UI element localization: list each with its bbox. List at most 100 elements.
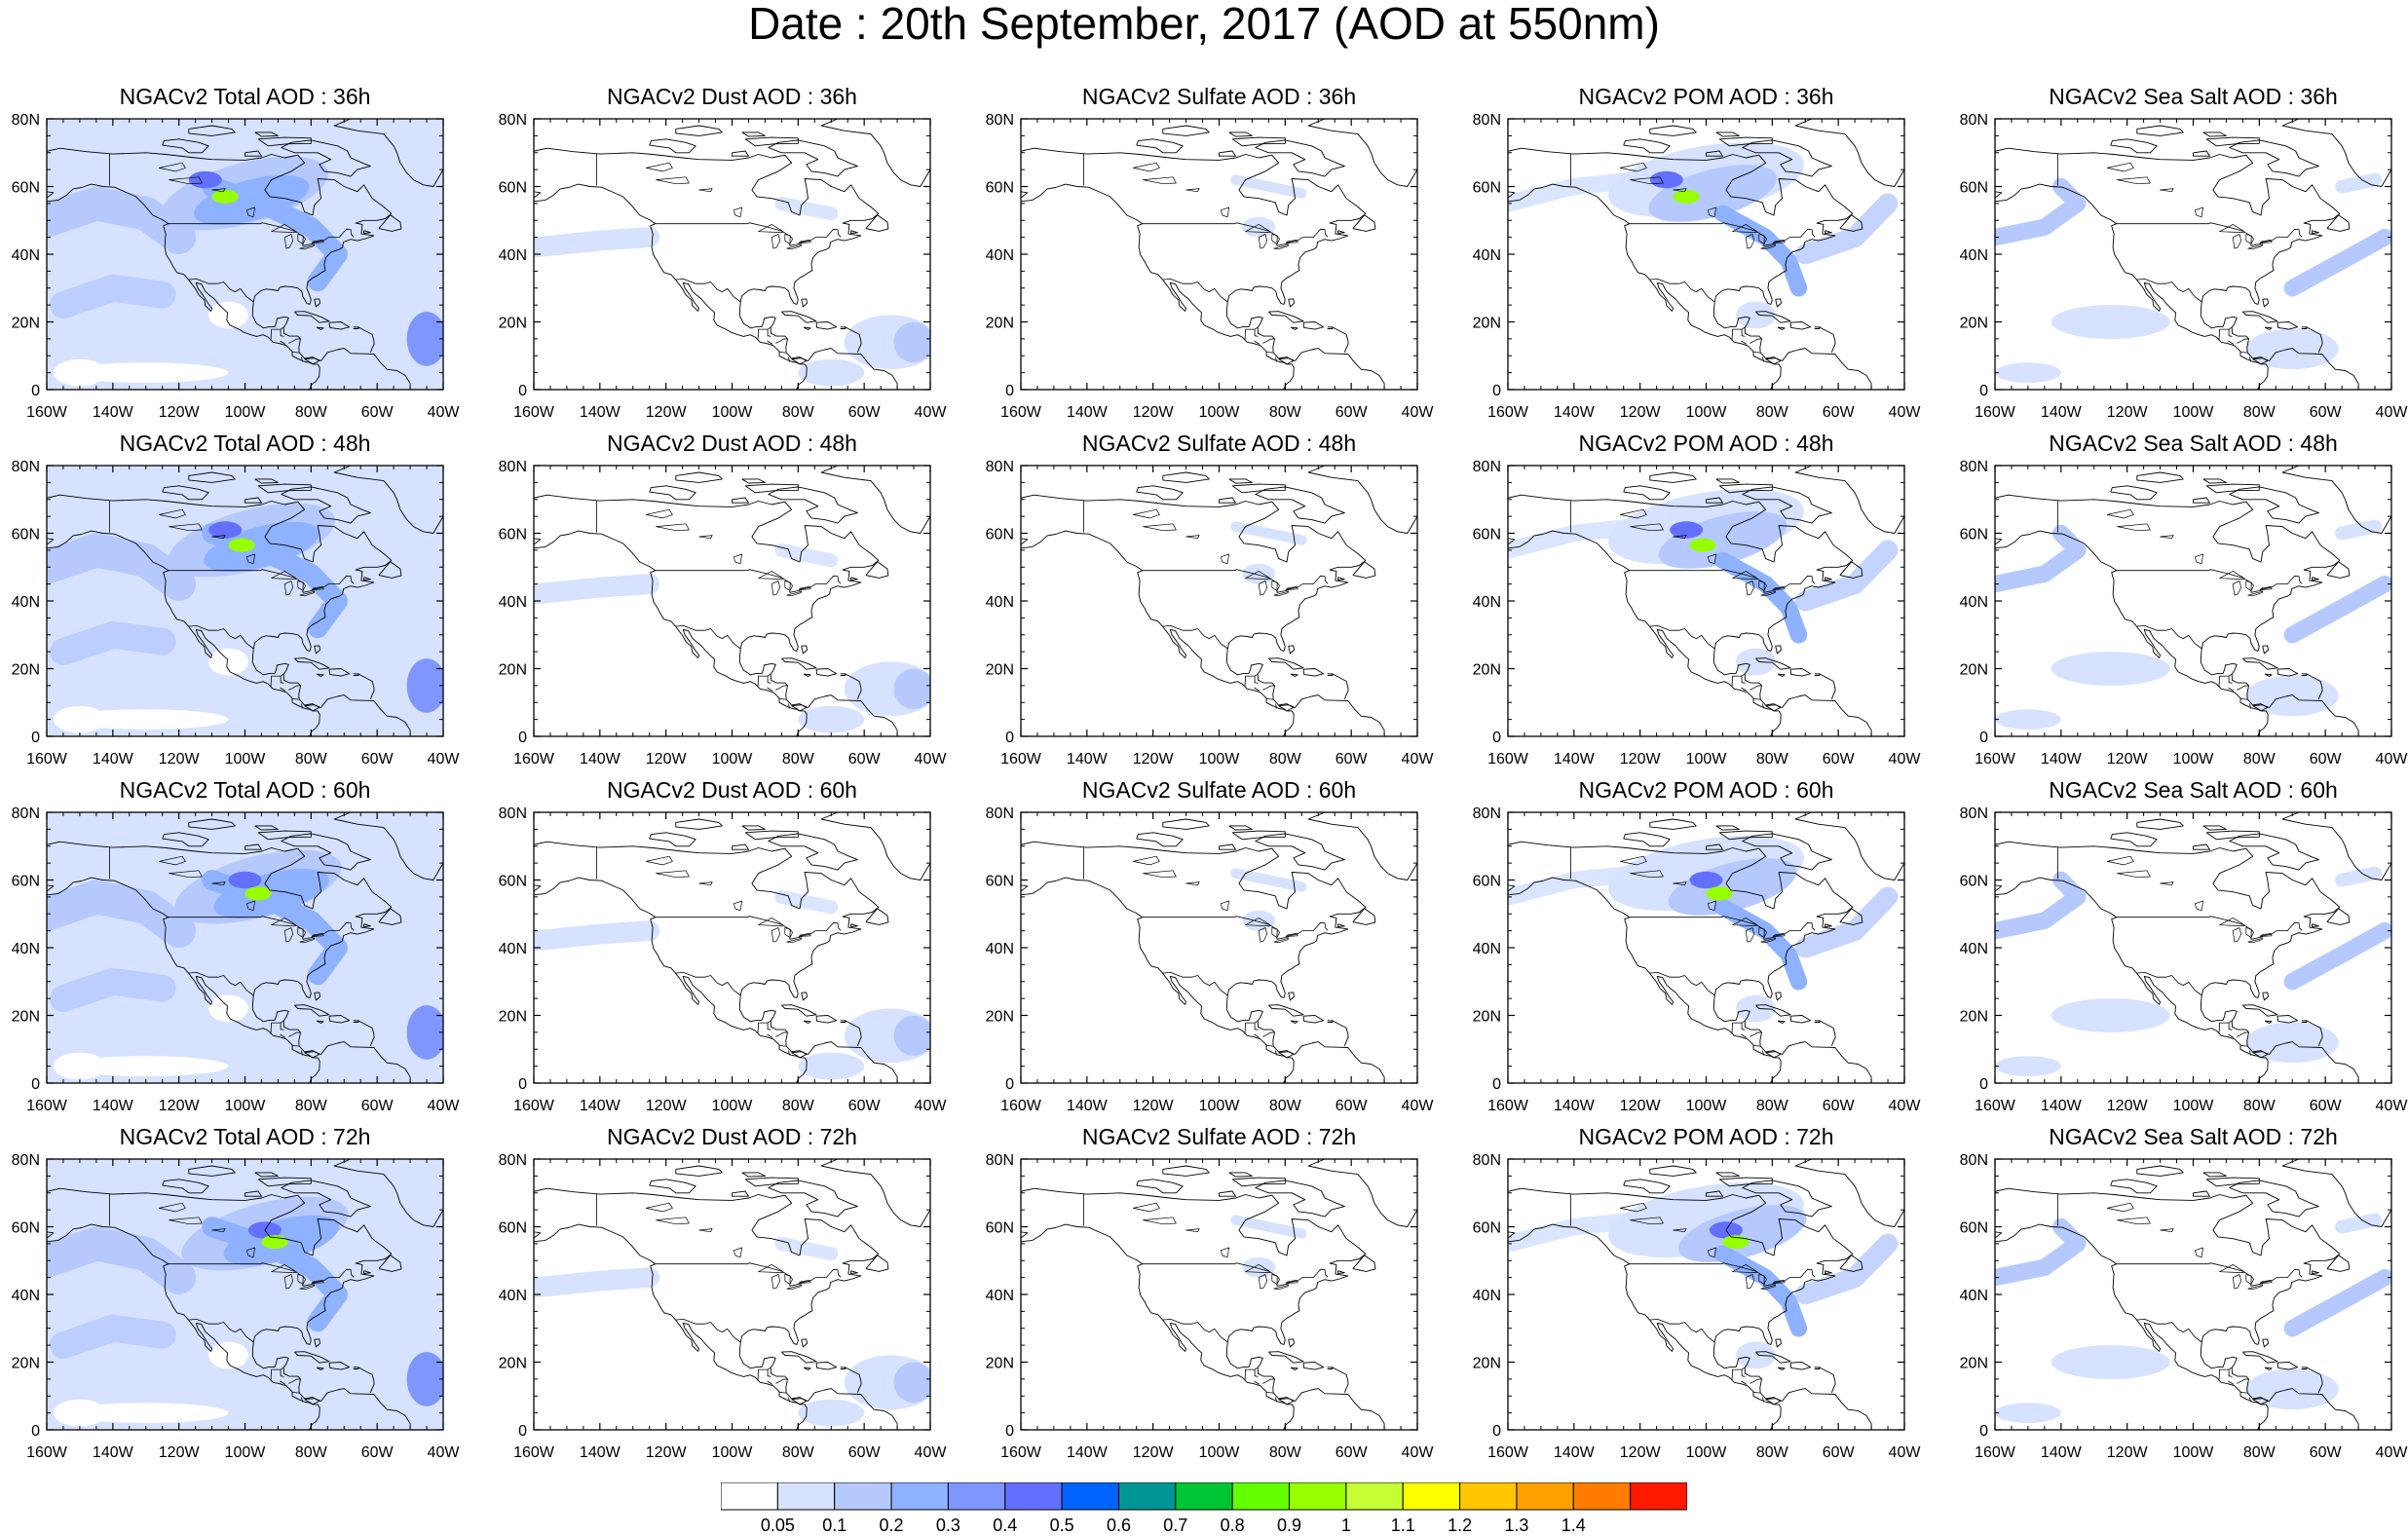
map-plot-area: [1995, 812, 2391, 1083]
national-border: [2228, 1369, 2233, 1377]
lake-outline: [786, 590, 803, 597]
national-border: [270, 1367, 284, 1381]
coastline-island: [316, 673, 324, 677]
y-tick-label: 20N: [1960, 316, 1988, 332]
coastline-island: [363, 230, 371, 234]
coastline-north-america: [47, 841, 393, 1059]
national-border: [270, 326, 284, 341]
aod-field-area: [1508, 1211, 1649, 1253]
aod-field-area: [1230, 521, 1307, 545]
national-border: [655, 916, 842, 940]
map-outlines: [534, 119, 930, 390]
coastline-island: [162, 1179, 209, 1194]
aod-field-area: [1794, 886, 1899, 958]
x-tick-label: 140W: [1554, 1098, 1596, 1114]
map-outlines: [47, 119, 443, 390]
coastline-island: [2262, 645, 2269, 655]
x-tick-label: 120W: [646, 1098, 688, 1114]
x-tick-label: 60W: [1336, 1444, 1369, 1461]
aod-field-area: [1678, 1205, 1807, 1262]
map-panel: NGACv2 POM AOD : 48h 160W 140W 120W 100W 80W 6…: [1465, 429, 1922, 773]
aod-field-area: [53, 358, 106, 387]
aod-field-area: [2051, 305, 2170, 339]
map-canvas: 160W 140W 120W 100W 80W 60W 40W 0 20N 40N 60N 80N: [1960, 459, 2408, 768]
lake-outline: [2194, 553, 2204, 565]
map-outlines: [47, 1159, 443, 1430]
national-border: [2228, 1380, 2235, 1385]
coastline-south-america: [2252, 1388, 2360, 1430]
aod-field-area: [1242, 910, 1276, 931]
lake-outline: [1772, 240, 1786, 244]
map-axes: 160W 140W 120W 100W 80W 60W 40W 0 20N 40N 60N 80N: [986, 805, 1435, 1114]
national-border: [291, 352, 299, 354]
y-tick-label: 80N: [986, 112, 1014, 129]
national-border: [2249, 1397, 2251, 1403]
lake-outline: [645, 162, 673, 172]
aod-field-area: [188, 170, 222, 189]
coastline-island: [2262, 298, 2269, 308]
lake-outline: [169, 870, 203, 879]
national-border: [288, 1378, 301, 1384]
coastline-island: [281, 833, 371, 871]
colorbar-label: 1.4: [1561, 1516, 1586, 1535]
coastline-island: [781, 1351, 817, 1364]
map-axes: 160W 140W 120W 100W 80W 60W 40W 0 20N 40N 60N 80N: [1960, 459, 2408, 768]
coastline-island: [162, 832, 209, 847]
map-outlines: [534, 1159, 930, 1430]
y-tick-label: 20N: [1960, 1356, 1988, 1372]
map-canvas: 160W 140W 120W 100W 80W 60W 40W 0 20N 40N 60N 80N: [12, 1152, 461, 1461]
map-outlines: [534, 466, 930, 736]
national-border: [1629, 916, 1816, 940]
aod-field-area: [2283, 921, 2391, 991]
coastline-island: [1231, 1177, 1286, 1187]
coastline-island: [1775, 992, 1782, 1001]
coastline-island: [2305, 326, 2323, 353]
coastline-island: [2312, 923, 2319, 927]
x-tick-label: 100W: [2173, 751, 2215, 768]
coastline-island: [1715, 825, 1740, 831]
map-canvas: 160W 140W 120W 100W 80W 60W 40W 0 20N 40N 60N 80N: [986, 112, 1435, 421]
national-border: [1244, 326, 1259, 341]
coastline-island: [741, 825, 766, 831]
coastline-island: [801, 645, 808, 655]
x-tick-label: 40W: [428, 751, 461, 768]
coastline-island: [2264, 1367, 2273, 1370]
map-panel: NGACv2 Sulfate AOD : 72h 160W 140W 120W 100W…: [978, 1122, 1435, 1467]
lake-outline: [1273, 1284, 1290, 1291]
x-tick-label: 140W: [1067, 751, 1109, 768]
coastline-greenland: [1307, 812, 1417, 880]
national-border: [1244, 1020, 1259, 1034]
lake-outline: [2117, 1217, 2151, 1225]
national-border: [301, 356, 303, 362]
lake-outline: [2117, 870, 2151, 879]
aod-field-area: [53, 1052, 106, 1080]
lake-outline: [733, 1247, 743, 1258]
lake-outline: [1619, 1202, 1647, 1213]
coastline-island: [840, 673, 847, 676]
lake-outline: [733, 206, 743, 218]
y-tick-label: 20N: [986, 1009, 1014, 1026]
coastline-island: [2264, 673, 2273, 677]
coastline-island: [2225, 119, 2294, 120]
national-border: [1265, 1392, 1273, 1394]
y-tick-label: 80N: [1473, 805, 1501, 822]
coastline-island: [2264, 1020, 2273, 1024]
coastline-island: [865, 561, 889, 579]
aod-field-area: [63, 1056, 229, 1076]
y-tick-label: 0: [518, 1076, 527, 1093]
national-border: [168, 569, 355, 593]
x-tick-label: 100W: [2173, 1098, 2215, 1114]
y-tick-label: 60N: [12, 527, 40, 543]
national-border: [301, 703, 303, 709]
national-border: [788, 703, 790, 709]
coastline-south-america: [304, 1041, 412, 1083]
aod-field-area: [1242, 1256, 1276, 1278]
coastline-greenland: [1794, 1159, 1904, 1227]
map-outlines: [1508, 812, 1904, 1083]
coastline-island: [257, 483, 312, 494]
coastline-island: [357, 326, 375, 353]
coastline-island: [1755, 1351, 1791, 1364]
lake-outline: [1258, 581, 1268, 596]
x-tick-label: 40W: [2376, 751, 2408, 768]
coastline-north-america: [1021, 841, 1367, 1059]
